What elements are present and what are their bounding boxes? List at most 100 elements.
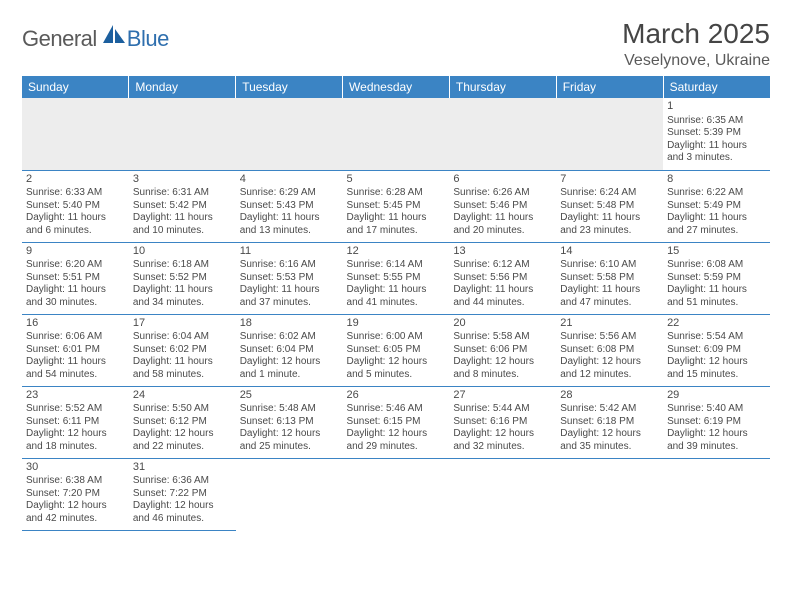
sunset-line: Sunset: 6:02 PM [133,344,232,357]
calendar-header-row: SundayMondayTuesdayWednesdayThursdayFrid… [22,76,770,98]
day-number: 29 [667,389,766,403]
calendar-cell: 1Sunrise: 6:35 AMSunset: 5:39 PMDaylight… [663,98,770,170]
logo-text-general: General [22,26,97,52]
calendar-row: 2Sunrise: 6:33 AMSunset: 5:40 PMDaylight… [22,170,770,242]
sunset-line: Sunset: 5:42 PM [133,200,232,213]
sunset-line: Sunset: 5:55 PM [347,272,446,285]
sunset-line: Sunset: 6:04 PM [240,344,339,357]
sunset-line: Sunset: 5:52 PM [133,272,232,285]
calendar-cell: 23Sunrise: 5:52 AMSunset: 6:11 PMDayligh… [22,386,129,458]
calendar-cell: 5Sunrise: 6:28 AMSunset: 5:45 PMDaylight… [343,170,450,242]
calendar-cell: 14Sunrise: 6:10 AMSunset: 5:58 PMDayligh… [556,242,663,314]
calendar-cell [129,98,236,170]
calendar-cell [343,98,450,170]
sunset-line: Sunset: 6:06 PM [453,344,552,357]
daylight-line-1: Daylight: 12 hours [26,500,125,513]
daylight-line-1: Daylight: 12 hours [240,356,339,369]
daylight-line-1: Daylight: 12 hours [347,356,446,369]
calendar-cell [663,458,770,530]
daylight-line-1: Daylight: 12 hours [667,356,766,369]
daylight-line-1: Daylight: 11 hours [667,212,766,225]
daylight-line-1: Daylight: 11 hours [26,284,125,297]
sunset-line: Sunset: 5:59 PM [667,272,766,285]
day-number: 4 [240,173,339,187]
sunrise-line: Sunrise: 6:16 AM [240,259,339,272]
sunrise-line: Sunrise: 6:24 AM [560,187,659,200]
daylight-line-1: Daylight: 12 hours [453,356,552,369]
calendar-cell: 3Sunrise: 6:31 AMSunset: 5:42 PMDaylight… [129,170,236,242]
weekday-header: Wednesday [343,76,450,98]
daylight-line-1: Daylight: 11 hours [453,212,552,225]
daylight-line-2: and 13 minutes. [240,225,339,238]
sunset-line: Sunset: 5:51 PM [26,272,125,285]
sunrise-line: Sunrise: 6:35 AM [667,115,766,128]
daylight-line-2: and 35 minutes. [560,441,659,454]
calendar-cell: 29Sunrise: 5:40 AMSunset: 6:19 PMDayligh… [663,386,770,458]
day-number: 12 [347,245,446,259]
day-number: 1 [667,100,766,114]
daylight-line-2: and 47 minutes. [560,297,659,310]
daylight-line-2: and 51 minutes. [667,297,766,310]
logo: General Blue [22,18,169,52]
daylight-line-1: Daylight: 11 hours [347,212,446,225]
sunset-line: Sunset: 5:53 PM [240,272,339,285]
calendar-row: 16Sunrise: 6:06 AMSunset: 6:01 PMDayligh… [22,314,770,386]
day-number: 9 [26,245,125,259]
calendar-cell: 13Sunrise: 6:12 AMSunset: 5:56 PMDayligh… [449,242,556,314]
daylight-line-2: and 29 minutes. [347,441,446,454]
day-number: 22 [667,317,766,331]
sunrise-line: Sunrise: 6:26 AM [453,187,552,200]
calendar-cell [556,458,663,530]
daylight-line-2: and 54 minutes. [26,369,125,382]
weekday-header: Friday [556,76,663,98]
title-block: March 2025 Veselynove, Ukraine [622,18,770,70]
day-number: 26 [347,389,446,403]
sunset-line: Sunset: 5:40 PM [26,200,125,213]
daylight-line-2: and 46 minutes. [133,513,232,526]
daylight-line-2: and 39 minutes. [667,441,766,454]
daylight-line-2: and 27 minutes. [667,225,766,238]
sunrise-line: Sunrise: 6:18 AM [133,259,232,272]
sunset-line: Sunset: 6:13 PM [240,416,339,429]
daylight-line-2: and 20 minutes. [453,225,552,238]
calendar-cell: 30Sunrise: 6:38 AMSunset: 7:20 PMDayligh… [22,458,129,530]
daylight-line-2: and 1 minute. [240,369,339,382]
sunrise-line: Sunrise: 5:58 AM [453,331,552,344]
sunrise-line: Sunrise: 6:12 AM [453,259,552,272]
location: Veselynove, Ukraine [622,52,770,70]
sunrise-line: Sunrise: 5:48 AM [240,403,339,416]
day-number: 5 [347,173,446,187]
sunset-line: Sunset: 5:58 PM [560,272,659,285]
day-number: 23 [26,389,125,403]
day-number: 2 [26,173,125,187]
calendar-cell: 21Sunrise: 5:56 AMSunset: 6:08 PMDayligh… [556,314,663,386]
day-number: 8 [667,173,766,187]
daylight-line-1: Daylight: 11 hours [560,284,659,297]
calendar-cell: 16Sunrise: 6:06 AMSunset: 6:01 PMDayligh… [22,314,129,386]
sunset-line: Sunset: 5:45 PM [347,200,446,213]
sunset-line: Sunset: 7:22 PM [133,488,232,501]
calendar-cell: 7Sunrise: 6:24 AMSunset: 5:48 PMDaylight… [556,170,663,242]
day-number: 21 [560,317,659,331]
sunset-line: Sunset: 5:48 PM [560,200,659,213]
daylight-line-2: and 44 minutes. [453,297,552,310]
sunrise-line: Sunrise: 6:10 AM [560,259,659,272]
calendar-cell [343,458,450,530]
daylight-line-1: Daylight: 12 hours [453,428,552,441]
sunset-line: Sunset: 7:20 PM [26,488,125,501]
sunset-line: Sunset: 5:43 PM [240,200,339,213]
sunset-line: Sunset: 6:01 PM [26,344,125,357]
day-number: 19 [347,317,446,331]
daylight-line-1: Daylight: 12 hours [560,428,659,441]
daylight-line-2: and 42 minutes. [26,513,125,526]
calendar-row: 1Sunrise: 6:35 AMSunset: 5:39 PMDaylight… [22,98,770,170]
calendar-row: 23Sunrise: 5:52 AMSunset: 6:11 PMDayligh… [22,386,770,458]
daylight-line-2: and 25 minutes. [240,441,339,454]
calendar-cell: 26Sunrise: 5:46 AMSunset: 6:15 PMDayligh… [343,386,450,458]
sunrise-line: Sunrise: 5:44 AM [453,403,552,416]
calendar-cell [449,458,556,530]
calendar-cell: 31Sunrise: 6:36 AMSunset: 7:22 PMDayligh… [129,458,236,530]
sunrise-line: Sunrise: 6:22 AM [667,187,766,200]
daylight-line-1: Daylight: 11 hours [560,212,659,225]
calendar-cell: 12Sunrise: 6:14 AMSunset: 5:55 PMDayligh… [343,242,450,314]
